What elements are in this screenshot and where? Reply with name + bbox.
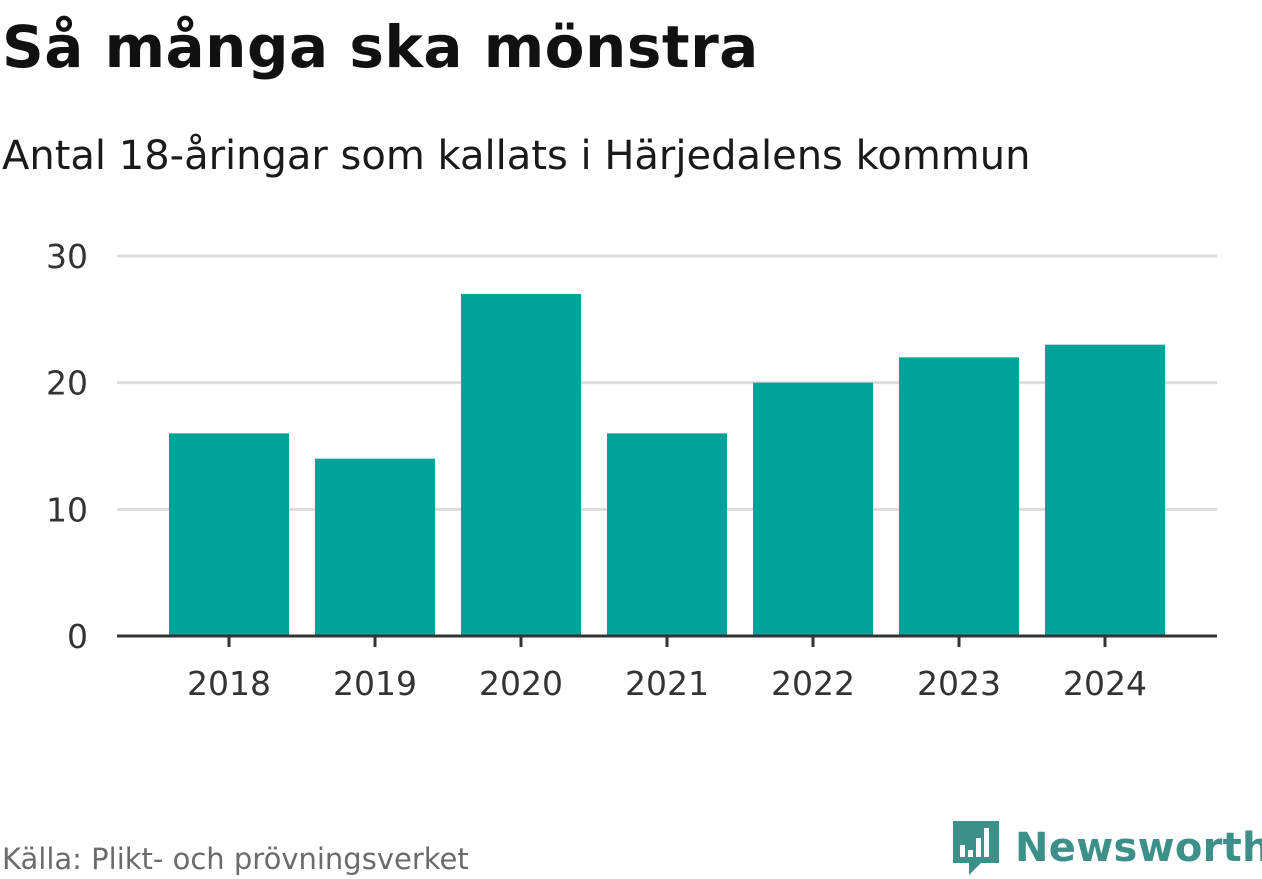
x-tick-label: 2024	[1063, 664, 1147, 703]
y-tick-label: 30	[46, 237, 88, 276]
bar-2024	[1045, 345, 1165, 636]
bar-2023	[899, 357, 1019, 636]
x-tick-label: 2019	[333, 664, 417, 703]
x-tick-label: 2022	[771, 664, 855, 703]
bar-2022	[753, 383, 873, 636]
y-tick-labels: 0 10 20 30	[46, 237, 88, 656]
y-tick-label: 20	[46, 364, 88, 403]
y-tick-label: 0	[67, 617, 88, 656]
x-tick-labels: 2018 2019 2020 2021 2022 2023 2024	[187, 664, 1147, 703]
brand-name: Newsworthy	[1015, 825, 1262, 871]
y-tick-label: 10	[46, 490, 88, 529]
x-tick-label: 2021	[625, 664, 709, 703]
x-tick-label: 2023	[917, 664, 1001, 703]
bar-2018	[169, 433, 289, 636]
source-note: Källa: Plikt- och prövningsverket	[2, 840, 469, 878]
x-tick-label: 2018	[187, 664, 271, 703]
bar-2020	[461, 294, 581, 636]
bar-2021	[607, 433, 727, 636]
x-tick-label: 2020	[479, 664, 563, 703]
x-axis	[117, 636, 1217, 647]
bar-chart-badge-icon	[951, 819, 1001, 877]
bar-2019	[315, 459, 435, 636]
bar-chart: 0 10 20 30 2018 2019 2020 2021 2022 2023 2024	[0, 0, 1262, 800]
bars	[169, 294, 1165, 636]
brand: Newsworthy	[951, 818, 1262, 878]
